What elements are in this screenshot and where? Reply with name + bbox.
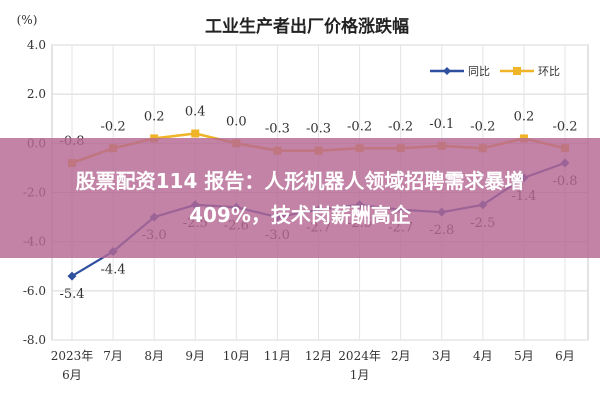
x-tick-label: 5月 [514, 349, 534, 363]
banner-line-2: 409%，技术岗薪酬高企 [189, 203, 411, 227]
data-label-mom: -0.3 [306, 122, 331, 137]
data-label-mom: -0.1 [429, 117, 454, 132]
x-tick-label: 2024年 1月 [338, 349, 381, 382]
x-tick-label: 3月 [432, 349, 452, 363]
data-label-yoy: -5.4 [59, 287, 84, 302]
banner-line-1: 股票配资114 报告：人形机器人领域招聘需求暴增 [75, 169, 525, 193]
legend-label: 同比 [468, 65, 490, 78]
data-label-mom: -0.2 [347, 119, 372, 134]
x-tick-label: 12月 [305, 349, 332, 363]
data-label-mom: 0.4 [185, 105, 206, 120]
series-point-mom [191, 129, 200, 138]
data-label-mom: 0.2 [144, 109, 165, 124]
legend-label: 环比 [538, 65, 560, 78]
y-tick-label: 4.0 [27, 38, 46, 52]
data-label-yoy: -4.4 [101, 263, 126, 278]
x-tick-label: 11月 [264, 349, 291, 363]
data-label-mom: 0.0 [226, 114, 247, 129]
x-tick-label: 6月 [555, 349, 575, 363]
series-point-yoy [67, 271, 77, 281]
data-label-mom: -0.2 [552, 119, 577, 134]
data-label-mom: -0.3 [265, 122, 290, 137]
x-tick-label: 8月 [144, 349, 164, 363]
legend-swatch-marker [443, 67, 451, 75]
x-tick-label: 10月 [223, 349, 250, 363]
x-tick-label: 7月 [103, 349, 123, 363]
y-tick-label: -6.0 [23, 284, 46, 298]
y-tick-label: 2.0 [27, 87, 46, 101]
data-label-mom: -0.2 [101, 119, 126, 134]
x-tick-label: 4月 [473, 349, 493, 363]
chart-title: 工业生产者出厂价格涨跌幅 [205, 16, 409, 37]
y-axis-unit-label: (%) [17, 13, 38, 27]
data-label-mom: -0.2 [470, 119, 495, 134]
x-tick-label: 2月 [391, 349, 411, 363]
data-label-mom: 0.2 [514, 109, 535, 124]
legend: 同比 环比 [430, 65, 560, 78]
x-tick-label: 9月 [185, 349, 205, 363]
overlay-banner: 股票配资114 报告：人形机器人领域招聘需求暴增 409%，技术岗薪酬高企 [0, 138, 600, 258]
grid-lines [51, 44, 589, 341]
y-tick-label: -8.0 [23, 333, 46, 347]
x-tick-label: 2023年 6月 [51, 349, 94, 382]
data-label-mom: -0.2 [388, 119, 413, 134]
legend-swatch-marker [513, 67, 521, 75]
